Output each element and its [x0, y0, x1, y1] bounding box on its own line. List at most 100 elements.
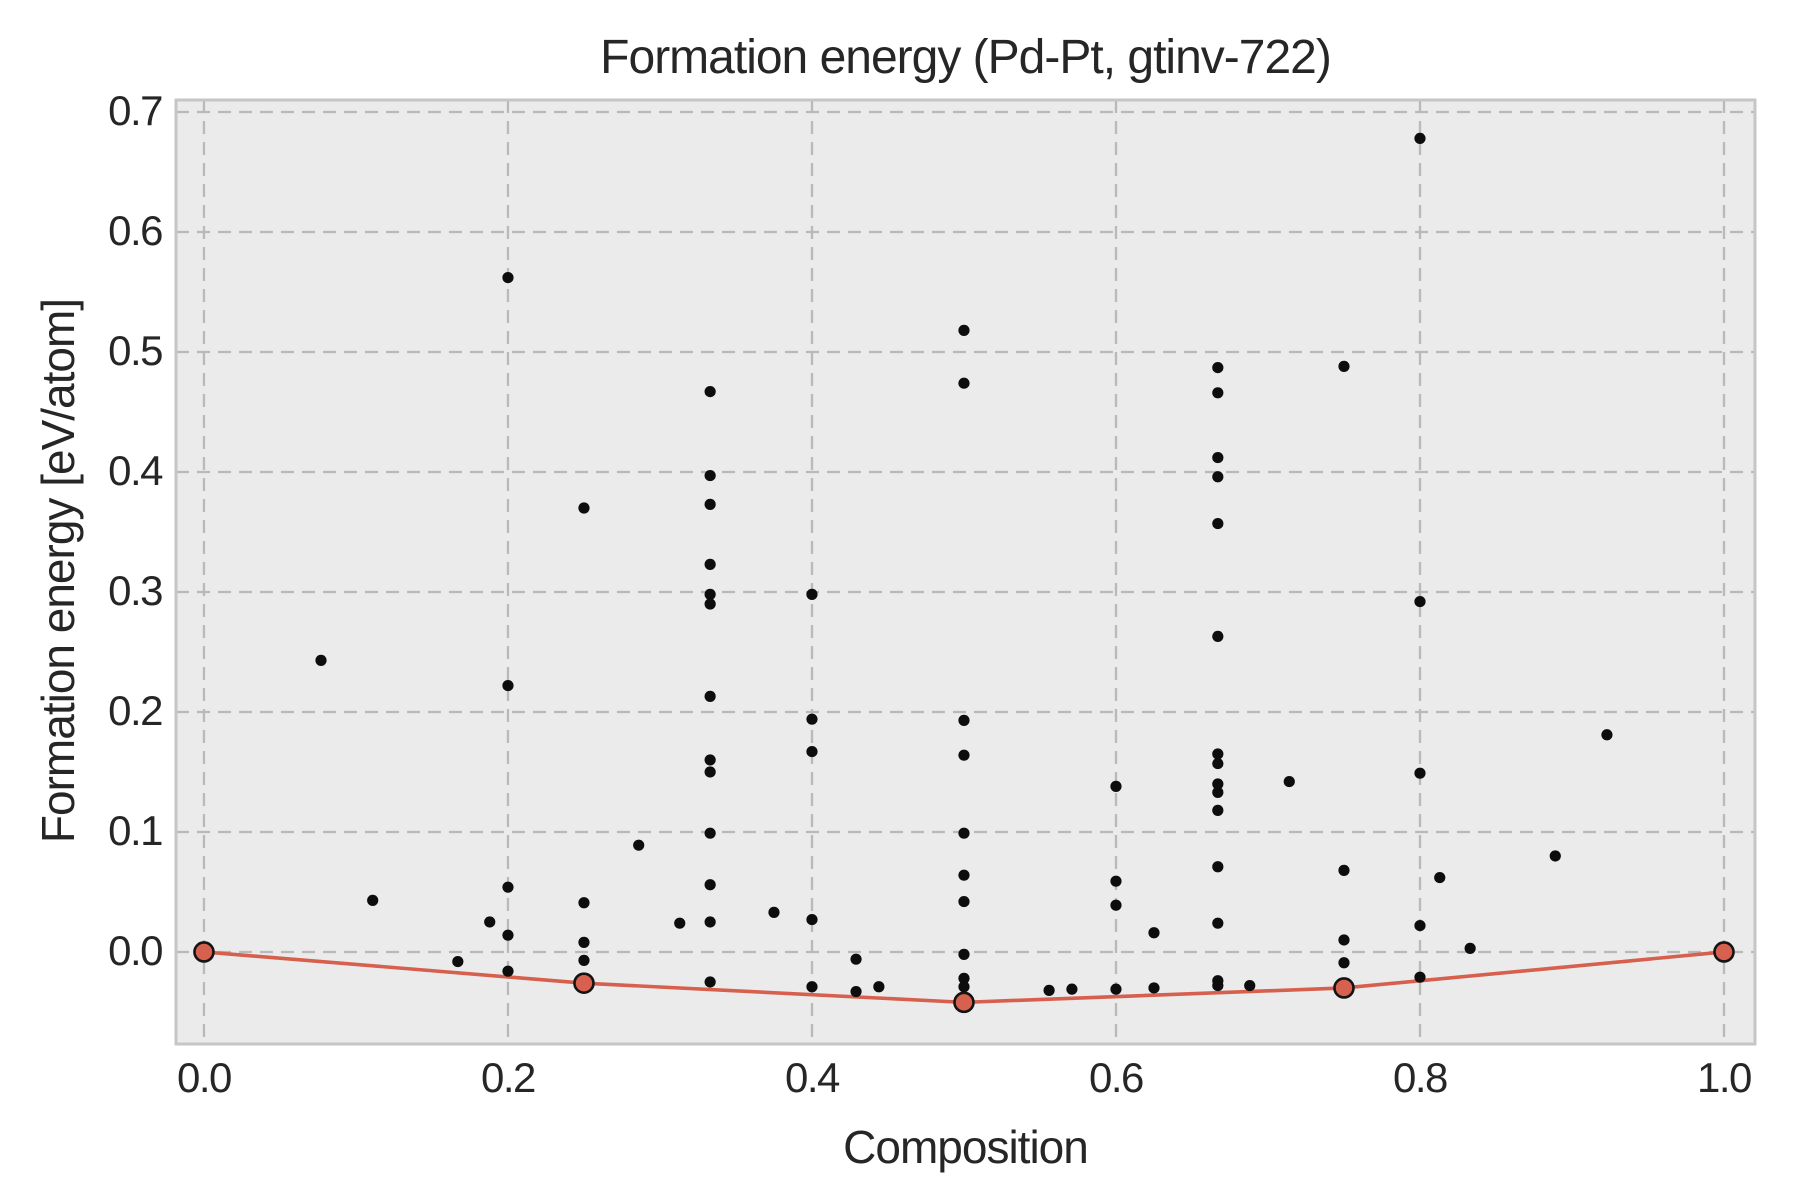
hull-ground-state-marker: [1333, 977, 1355, 999]
scatter-point: [367, 894, 379, 906]
scatter-point: [704, 690, 716, 702]
scatter-point: [1212, 786, 1224, 798]
scatter-point: [1212, 861, 1224, 873]
scatter-point: [452, 955, 464, 968]
scatter-point: [958, 869, 970, 881]
scatter-point: [502, 929, 514, 941]
x-tick-label: 0.4: [785, 1054, 840, 1101]
scatter-point: [1066, 983, 1078, 995]
scatter-point: [1212, 630, 1224, 642]
scatter-point: [704, 598, 716, 610]
scatter-point: [578, 954, 590, 966]
scatter-point: [850, 953, 862, 965]
scatter-point: [704, 827, 716, 839]
scatter-point: [806, 713, 818, 725]
scatter-point: [1212, 748, 1224, 760]
scatter-point: [1414, 767, 1426, 779]
scatter-point: [704, 588, 716, 600]
scatter-point: [704, 879, 716, 891]
scatter-point: [1043, 984, 1055, 996]
hull-ground-state-marker: [193, 941, 215, 963]
y-tick-label: 0.5: [108, 326, 163, 374]
scatter-point: [704, 976, 716, 988]
scatter-point: [958, 972, 970, 984]
scatter-point: [806, 588, 818, 600]
plot-frame: [174, 98, 1757, 1046]
scatter-point: [502, 271, 514, 284]
y-tick-label: 0.3: [108, 566, 163, 614]
scatter-point: [1212, 361, 1224, 374]
scatter-point: [1212, 804, 1224, 816]
scatter-point: [578, 936, 590, 948]
scatter-point: [873, 981, 885, 993]
scatter-point: [806, 981, 818, 993]
scatter-point: [1110, 780, 1122, 792]
scatter-point: [1212, 517, 1224, 530]
y-tick-label: 0.0: [108, 926, 163, 974]
scatter-point: [958, 948, 970, 960]
scatter-point: [1338, 934, 1350, 946]
scatter-point: [1549, 850, 1561, 862]
scatter-point: [1338, 864, 1350, 876]
scatter-point: [958, 827, 970, 839]
scatter-point: [806, 913, 818, 926]
scatter-point: [1601, 729, 1613, 741]
scatter-point: [1110, 983, 1122, 995]
scatter-point: [1244, 979, 1256, 992]
scatter-point: [704, 558, 716, 570]
hull-ground-state-marker: [1713, 941, 1735, 963]
scatter-point: [1212, 757, 1224, 770]
scatter-point: [704, 498, 716, 510]
scatter-point: [1148, 982, 1160, 994]
scatter-point: [1414, 595, 1426, 608]
scatter-point: [1414, 132, 1426, 144]
scatter-point: [1212, 979, 1224, 992]
scatter-point: [578, 502, 590, 514]
y-tick-label: 0.1: [108, 806, 163, 854]
scatter-point: [674, 917, 686, 929]
scatter-point: [850, 985, 862, 998]
scatter-point: [958, 377, 970, 389]
x-tick-label: 0.2: [481, 1054, 536, 1101]
scatter-point: [1212, 451, 1224, 464]
scatter-point: [1338, 360, 1350, 372]
scatter-point: [958, 895, 970, 908]
x-axis-label: Composition: [843, 1121, 1089, 1173]
y-tick-label: 0.7: [108, 86, 163, 134]
x-tick-label: 0.8: [1393, 1054, 1448, 1101]
scatter-point: [1338, 957, 1350, 969]
y-tick-label: 0.6: [108, 206, 163, 254]
scatter-point: [958, 324, 970, 336]
chart-title: Formation energy (Pd-Pt, gtinv-722): [600, 31, 1332, 84]
y-tick-label: 0.4: [108, 446, 163, 494]
scatter-point: [1464, 942, 1476, 954]
hull-ground-state-marker: [573, 972, 595, 994]
x-tick-label: 0.6: [1089, 1054, 1144, 1101]
plot-background: [176, 100, 1755, 1044]
scatter-point: [958, 981, 970, 993]
scatter-point: [704, 916, 716, 928]
scatter-point: [1414, 971, 1426, 983]
scatter-point: [1110, 899, 1122, 911]
scatter-point: [315, 654, 327, 666]
scatter-point: [1212, 471, 1224, 483]
scatter-point: [502, 679, 514, 692]
scatter-point: [578, 897, 590, 909]
scatter-point: [502, 965, 514, 977]
scatter-point: [958, 749, 970, 761]
scatter-point: [704, 766, 716, 778]
scatter-point: [768, 906, 780, 918]
scatter-point: [1414, 919, 1426, 932]
scatter-point: [1434, 871, 1446, 884]
scatter-point: [1212, 778, 1224, 790]
scatter-point: [704, 754, 716, 766]
x-tick-label: 0.0: [177, 1054, 232, 1101]
scatter-point: [1212, 917, 1224, 929]
scatter-point: [633, 839, 645, 851]
scatter-point: [1283, 775, 1295, 788]
scatter-point: [704, 385, 716, 398]
scatter-point: [958, 714, 970, 726]
scatter-point: [1148, 927, 1160, 939]
